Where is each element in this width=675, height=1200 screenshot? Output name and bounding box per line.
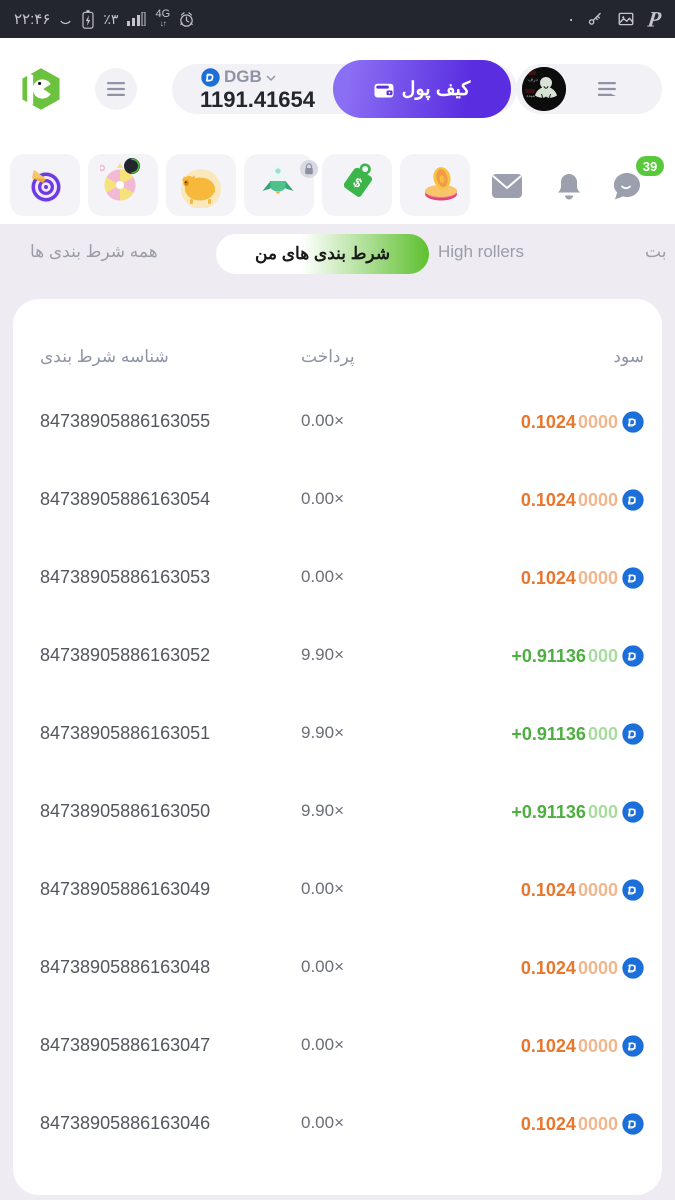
svg-text:D: D <box>205 72 215 84</box>
svg-text:میدد: میدد <box>526 93 535 99</box>
svg-text:درف: درف <box>528 77 538 83</box>
